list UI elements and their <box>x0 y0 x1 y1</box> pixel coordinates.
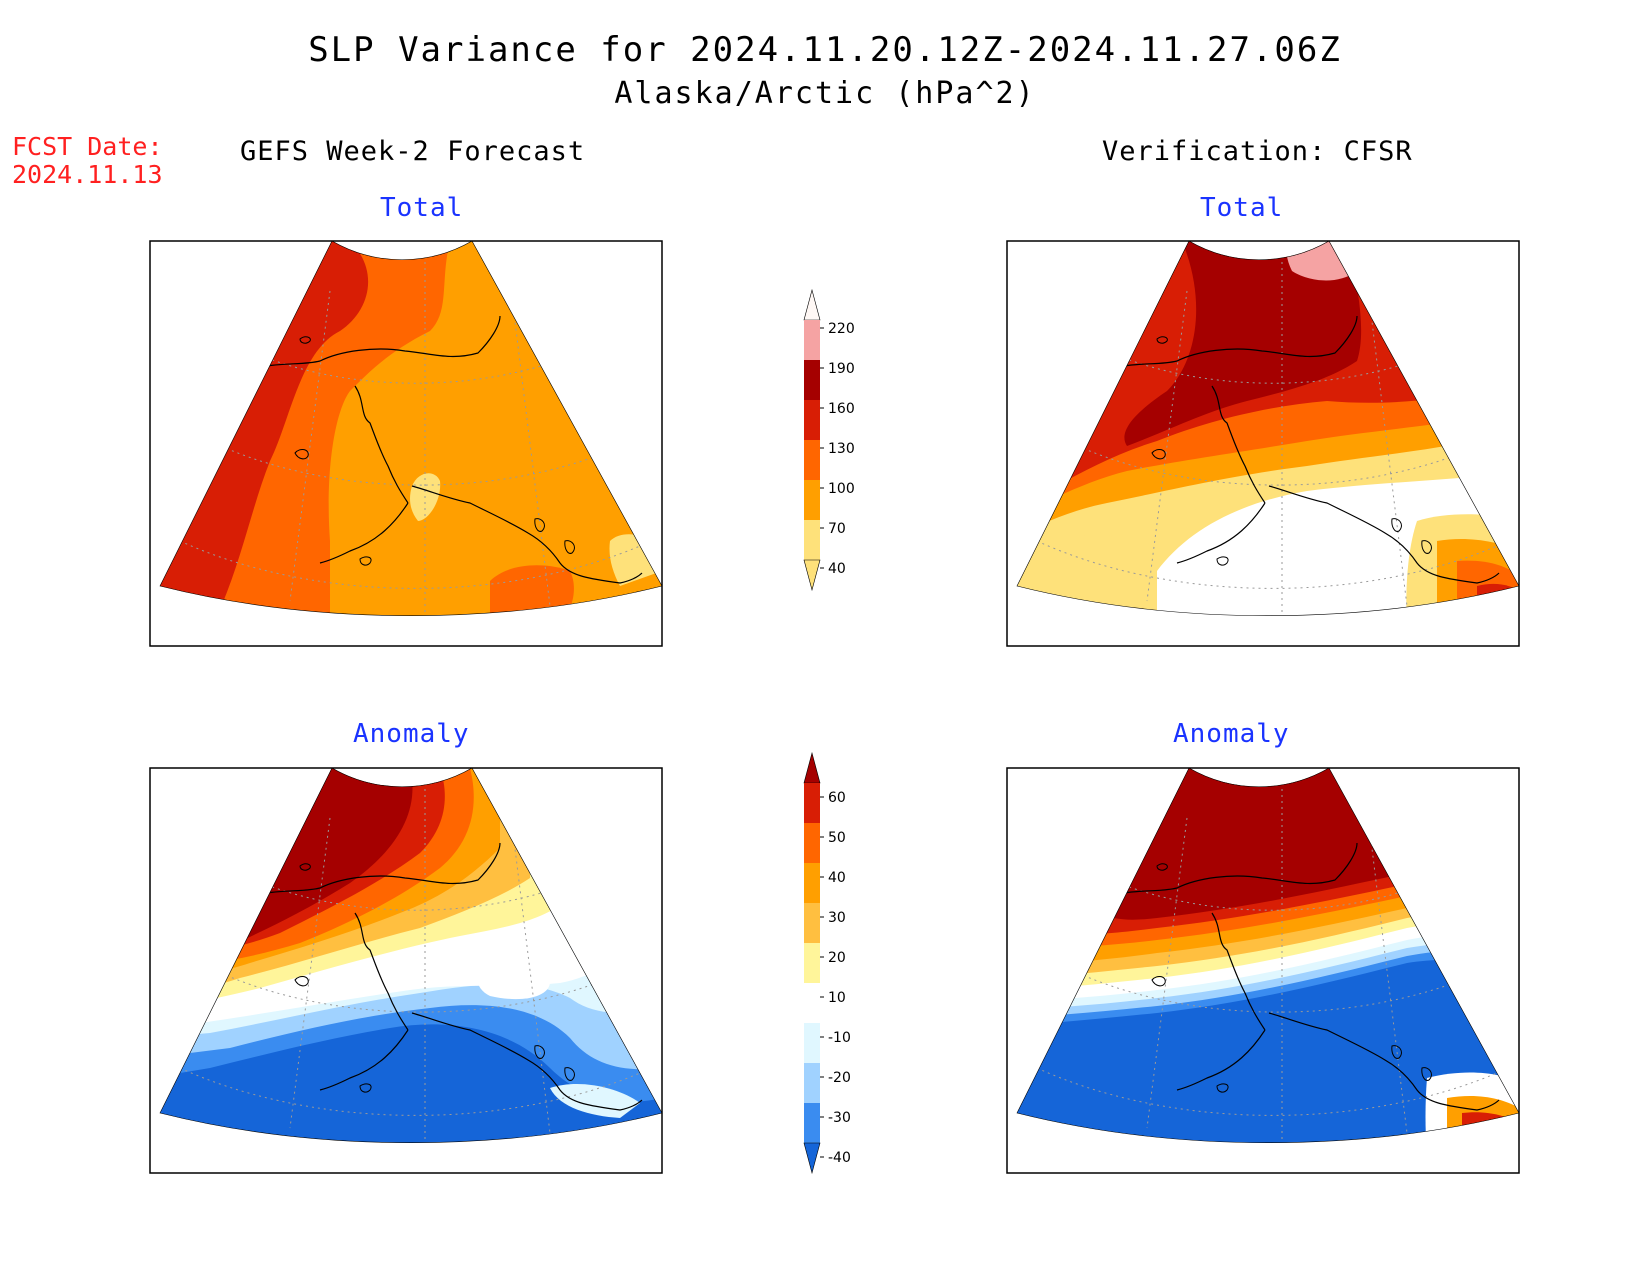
anomaly-colorbar-swatch <box>804 983 820 1023</box>
total-colorbar-swatch <box>804 400 820 440</box>
total-colorbar-swatch <box>804 360 820 400</box>
total-colorbar-swatch <box>804 320 820 360</box>
anomaly-colorbar-label: 60 <box>828 790 846 806</box>
anomaly-colorbar-label: -20 <box>828 1070 851 1086</box>
figure-subtitle: Alaska/Arctic (hPa^2) <box>614 76 1036 111</box>
forecast-date-label: FCST Date: <box>12 132 163 161</box>
total-colorbar-top-triangle <box>803 288 821 321</box>
cfsr-total-frame <box>1006 240 1520 647</box>
gefs-anomaly-map <box>159 767 663 1143</box>
forecast-date-value: 2024.11.13 <box>12 160 163 189</box>
anomaly-colorbar-label: 10 <box>828 990 846 1006</box>
gefs-total-map <box>159 240 663 616</box>
gefs-anomaly-title: Anomaly <box>353 719 470 749</box>
anomaly-colorbar-swatch <box>804 1023 820 1063</box>
total-colorbar-swatch <box>804 480 820 520</box>
cfsr-total-map <box>1016 240 1520 616</box>
cfsr-anomaly-title: Anomaly <box>1173 719 1290 749</box>
anomaly-colorbar-label: -10 <box>828 1030 851 1046</box>
cfsr-anomaly-map <box>1016 767 1520 1143</box>
anomaly-colorbar-label: 30 <box>828 910 846 926</box>
total-colorbar-bottom-triangle <box>803 559 821 592</box>
total-colorbar-label: 100 <box>828 481 855 497</box>
anomaly-colorbar-swatch <box>804 943 820 983</box>
anomaly-colorbar-swatch <box>804 903 820 943</box>
total-colorbar-label: 220 <box>828 321 855 337</box>
anomaly-colorbar-swatch <box>804 783 820 823</box>
anomaly-colorbar-label: -40 <box>828 1150 851 1166</box>
anomaly-colorbar-swatch <box>804 823 820 863</box>
gefs-anomaly-frame <box>149 767 663 1174</box>
anomaly-colorbar-swatch <box>804 1103 820 1143</box>
right-column-header: Verification: CFSR <box>1102 136 1413 167</box>
anomaly-colorbar-label: -30 <box>828 1110 851 1126</box>
cfsr-total-title: Total <box>1200 193 1284 223</box>
left-column-header: GEFS Week-2 Forecast <box>240 136 586 167</box>
total-colorbar-label: 70 <box>828 521 846 537</box>
anomaly-colorbar-top-triangle <box>803 751 821 784</box>
anomaly-colorbar-bottom-triangle <box>803 1142 821 1175</box>
figure-title: SLP Variance for 2024.11.20.12Z-2024.11.… <box>308 30 1342 70</box>
gefs-total-title: Total <box>380 193 464 223</box>
total-colorbar-label: 40 <box>828 561 846 577</box>
gefs-total-frame <box>149 240 663 647</box>
total-colorbar: 220 190 160 130 100 70 40 <box>803 288 855 592</box>
total-colorbar-swatch <box>804 440 820 480</box>
anomaly-colorbar-label: 40 <box>828 870 846 886</box>
anomaly-colorbar: 60 50 40 30 20 10 -10 -20 -30 -40 <box>803 751 851 1175</box>
anomaly-colorbar-swatch <box>804 1063 820 1103</box>
cfsr-anomaly-frame <box>1006 767 1520 1174</box>
total-colorbar-label: 130 <box>828 441 855 457</box>
anomaly-colorbar-label: 20 <box>828 950 846 966</box>
total-colorbar-swatch <box>804 520 820 560</box>
anomaly-colorbar-swatch <box>804 863 820 903</box>
total-colorbar-label: 190 <box>828 361 855 377</box>
anomaly-colorbar-label: 50 <box>828 830 846 846</box>
total-colorbar-label: 160 <box>828 401 855 417</box>
